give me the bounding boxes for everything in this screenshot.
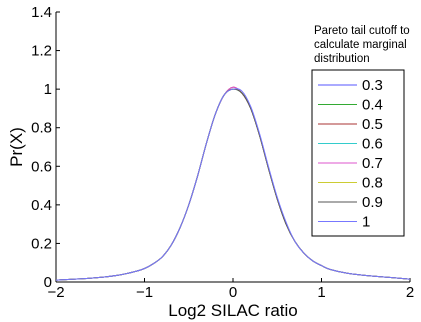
y-tick-label: 0 xyxy=(44,274,52,291)
legend-title-line: distribution xyxy=(314,53,370,65)
legend-entry-label: 0.5 xyxy=(362,116,383,133)
series-line-1 xyxy=(55,88,411,281)
legend: 0.3 0.4 0.5 0.6 0.7 0.8 0.9 1 xyxy=(311,69,405,237)
ticks: −2 −1 0 1 2 0 0.2 0.4 0.6 0.8 1 1.2 1.4 xyxy=(31,4,414,301)
y-tick-label: 0.8 xyxy=(31,120,52,137)
legend-title: Pareto tail cutoff to calculate marginal d… xyxy=(314,25,410,65)
series-group xyxy=(55,86,411,281)
y-tick-label: 1 xyxy=(44,81,52,98)
y-tick-label: 0.6 xyxy=(31,158,52,175)
legend-entry-label: 0.7 xyxy=(362,155,383,172)
legend-entry-label: 0.4 xyxy=(362,97,383,114)
y-tick-label: 0.4 xyxy=(31,197,52,214)
x-axis-label: Log2 SILAC ratio xyxy=(168,301,297,320)
y-tick-label: 1.2 xyxy=(31,43,52,60)
legend-box xyxy=(311,69,405,237)
legend-entry-label: 1 xyxy=(362,214,370,231)
x-tick-label: −2 xyxy=(47,284,64,301)
legend-entry-label: 0.3 xyxy=(362,77,383,94)
legend-title-line: Pareto tail cutoff to xyxy=(314,25,410,37)
y-tick-label: 1.4 xyxy=(31,4,52,21)
legend-title-line: calculate marginal xyxy=(314,39,407,51)
legend-entry-label: 0.6 xyxy=(362,136,383,153)
y-tick-label: 0.2 xyxy=(31,235,52,252)
x-tick-label: −1 xyxy=(136,284,153,301)
x-tick-label: 0 xyxy=(229,284,237,301)
x-tick-label: 1 xyxy=(317,284,325,301)
y-axis-label: Pr(X) xyxy=(7,127,26,167)
x-tick-label: 2 xyxy=(406,284,414,301)
legend-entry-label: 0.9 xyxy=(362,194,383,211)
legend-entry-label: 0.8 xyxy=(362,175,383,192)
